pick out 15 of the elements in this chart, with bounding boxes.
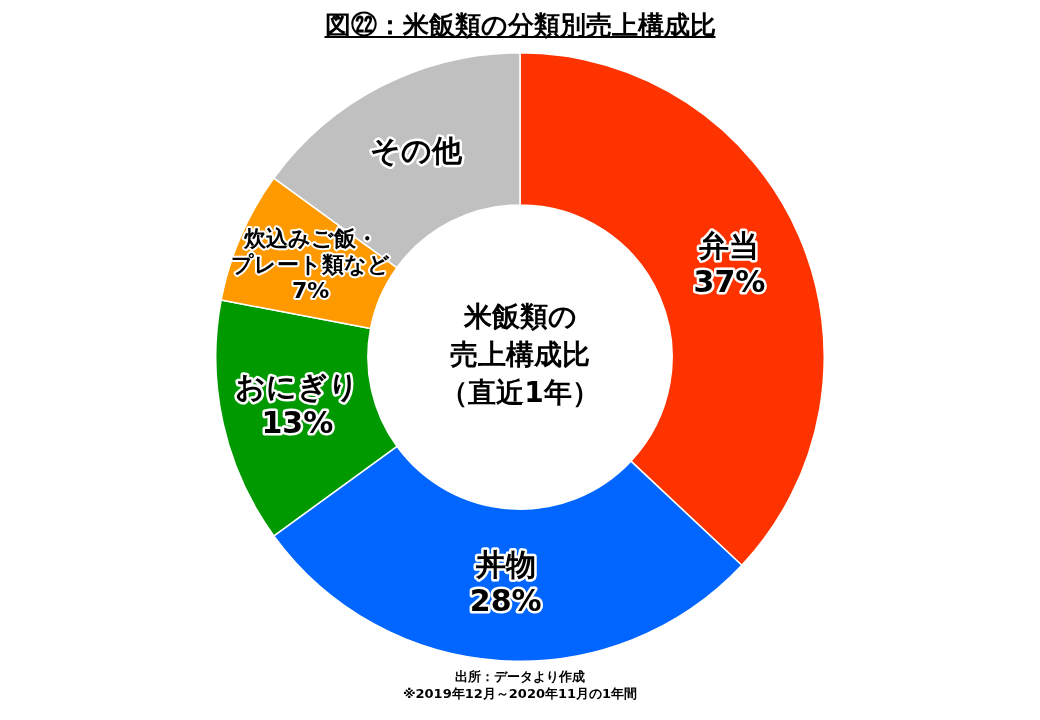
slice-label: 弁当	[698, 228, 760, 264]
text: 米飯類の	[462, 300, 577, 334]
data-label: 13%	[261, 404, 334, 440]
text: 売上構成比	[450, 338, 590, 372]
chart-title: 図㉒：米飯類の分類別売上構成比	[323, 9, 717, 42]
data-label: 7%	[291, 278, 330, 304]
slice-label: 丼物	[474, 546, 536, 582]
text: ※2019年12月～2020年11月の1年間	[402, 686, 638, 701]
slice-label: おにぎり	[235, 368, 360, 404]
slice-label: 炊込みご飯・プレート類など	[231, 225, 391, 278]
text: 出所：データより作成	[455, 669, 585, 684]
data-label: 37%	[693, 264, 766, 300]
slice-label: その他	[370, 133, 464, 169]
data-label: 28%	[469, 582, 542, 618]
text: （直近1年）	[440, 376, 600, 410]
